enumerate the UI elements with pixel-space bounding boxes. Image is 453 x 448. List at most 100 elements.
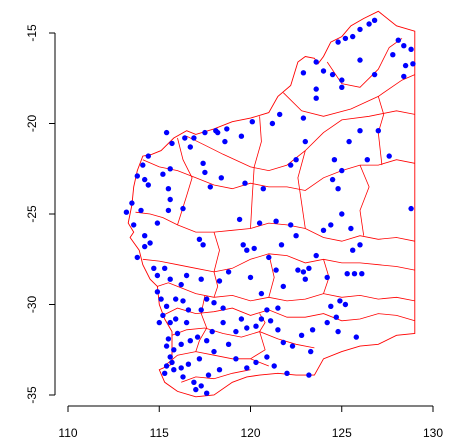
site-point [350, 247, 356, 253]
site-point [249, 119, 255, 125]
site-point [182, 135, 188, 141]
site-point [342, 301, 349, 308]
site-point [251, 245, 257, 252]
region-boundary-0 [186, 110, 415, 172]
y-tick-label: -15 [25, 24, 39, 42]
site-point [167, 319, 173, 326]
site-point [329, 176, 336, 183]
site-point [364, 157, 370, 163]
site-point [191, 135, 197, 141]
site-point [173, 316, 179, 322]
site-point [145, 182, 151, 188]
site-point [187, 144, 193, 150]
site-point [147, 240, 153, 246]
site-point [371, 17, 378, 23]
site-point [357, 242, 363, 248]
site-point [339, 167, 345, 174]
site-point [209, 328, 215, 335]
site-point [180, 298, 186, 304]
site-point [253, 359, 259, 366]
site-point [198, 276, 204, 282]
site-point [154, 289, 161, 295]
site-point [238, 133, 245, 139]
site-point [300, 70, 307, 76]
site-point [267, 318, 274, 324]
y-tick-label: -20 [25, 115, 39, 133]
region-boundary-2 [326, 38, 403, 88]
site-point [196, 236, 203, 242]
site-point [335, 39, 341, 45]
x-tick-label: 115 [150, 426, 169, 440]
site-point [308, 348, 314, 355]
site-point [348, 225, 354, 232]
site-point [339, 211, 345, 217]
site-point [160, 171, 166, 177]
state-outline [127, 10, 416, 398]
region-boundary-3 [142, 159, 415, 191]
site-point [163, 303, 170, 309]
site-point [211, 300, 217, 306]
site-point [200, 160, 206, 166]
region-boundary-20 [377, 96, 385, 166]
points-layer [123, 17, 416, 396]
site-point [165, 336, 172, 342]
region-boundary-8 [171, 327, 315, 349]
site-point [293, 233, 299, 239]
site-point [401, 43, 407, 49]
site-point [320, 68, 327, 74]
site-point [225, 269, 232, 275]
site-point [258, 290, 265, 297]
site-point [193, 386, 199, 393]
site-point [204, 390, 210, 396]
site-point [205, 372, 212, 378]
site-point [275, 327, 281, 333]
site-point [242, 180, 248, 186]
site-point [178, 341, 184, 347]
site-point [264, 354, 270, 360]
site-point [244, 247, 250, 253]
site-point [202, 169, 208, 176]
site-point [339, 84, 345, 91]
site-point [346, 138, 352, 145]
site-point [300, 115, 307, 121]
site-point [269, 120, 276, 127]
site-point [280, 283, 286, 290]
site-point [178, 365, 184, 371]
site-point [271, 363, 277, 369]
site-point [142, 233, 148, 239]
site-point [129, 200, 135, 206]
site-point [324, 319, 330, 326]
region-boundary-14 [213, 231, 220, 298]
site-point [163, 363, 170, 369]
site-point [167, 276, 173, 282]
site-point [244, 325, 250, 331]
site-point [357, 57, 363, 63]
site-point [253, 323, 259, 329]
site-point [402, 62, 409, 69]
site-point [273, 218, 279, 224]
site-point [191, 379, 197, 385]
site-point [185, 361, 192, 367]
x-tick-label: 125 [332, 426, 352, 440]
site-point [142, 243, 148, 250]
site-point [351, 271, 358, 277]
site-point [302, 276, 308, 282]
site-point [280, 339, 286, 346]
site-point [200, 242, 206, 248]
site-point [138, 207, 144, 214]
site-point [328, 222, 334, 228]
site-point [134, 254, 140, 261]
site-point [335, 186, 341, 192]
site-point [371, 71, 378, 78]
site-point [390, 52, 396, 58]
x-tick-label: 110 [58, 426, 77, 440]
site-point [196, 356, 203, 362]
site-point [165, 207, 172, 214]
site-point [123, 209, 130, 215]
site-point [204, 296, 210, 302]
region-boundary-15 [268, 253, 275, 298]
site-point [258, 316, 265, 322]
site-point [278, 242, 285, 248]
site-point [264, 307, 270, 313]
